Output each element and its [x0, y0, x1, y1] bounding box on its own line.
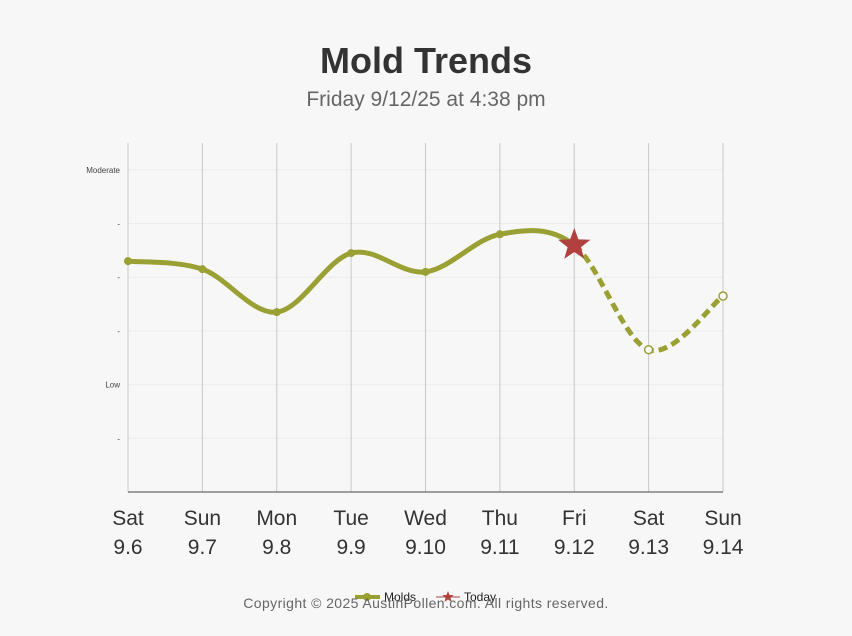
legend-star-icon	[442, 591, 454, 602]
x-tick-date: 9.14	[703, 536, 744, 559]
data-point	[347, 249, 356, 258]
legend-label-today: Today	[464, 590, 496, 604]
y-tick-label: -	[117, 273, 120, 282]
x-tick-date: 9.8	[262, 536, 291, 559]
y-tick-label: Low	[105, 381, 120, 390]
x-tick-day: Thu	[482, 507, 518, 530]
grid	[127, 143, 724, 492]
legend: Molds Today	[355, 590, 496, 604]
data-point-forecast	[643, 344, 654, 355]
data-point-forecast	[718, 291, 728, 301]
chart-subtitle: Friday 9/12/25 at 4:38 pm	[306, 88, 546, 111]
x-tick-date: 9.6	[113, 536, 142, 559]
y-tick-label: -	[117, 220, 120, 229]
y-tick-label: Moderate	[86, 166, 120, 175]
y-tick-label: -	[117, 327, 120, 336]
data-point	[272, 308, 281, 317]
x-tick-date: 9.13	[628, 536, 669, 559]
today-star-icon	[558, 228, 591, 259]
x-tick-date: 9.11	[480, 536, 519, 559]
x-tick-day: Sun	[184, 507, 221, 530]
y-tick-label: -	[117, 434, 120, 443]
data-point	[495, 230, 504, 239]
data-points	[124, 228, 728, 355]
x-tick-date: 9.7	[188, 536, 217, 559]
x-tick-day: Mon	[256, 507, 297, 530]
chart-title: Mold Trends	[319, 40, 532, 81]
x-tick-day: Fri	[562, 507, 587, 530]
copyright-text: Copyright © 2025 AustinPollen.com. All r…	[243, 595, 609, 611]
axis-labels: - Low - - - Moderate Sat 9.6 Sun 9.7 Mon 9.8 Tue 9.9 W…	[86, 166, 744, 559]
x-tick-date: 9.10	[405, 536, 446, 559]
data-point	[124, 257, 132, 266]
legend-molds-dot	[363, 593, 371, 601]
data-point	[421, 267, 430, 276]
data-point	[198, 265, 207, 274]
x-tick-day: Tue	[333, 507, 368, 530]
legend-label-molds: Molds	[384, 590, 416, 604]
x-tick-day: Sun	[704, 507, 741, 530]
x-tick-date: 9.12	[554, 536, 595, 559]
x-tick-day: Sat	[112, 507, 144, 530]
x-tick-date: 9.9	[337, 536, 366, 559]
x-tick-day: Sat	[633, 507, 665, 530]
x-tick-day: Wed	[404, 507, 447, 530]
